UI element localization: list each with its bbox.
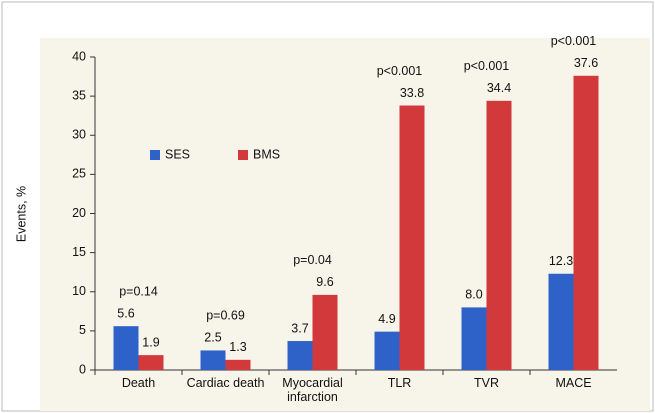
x-tick-label: MACE xyxy=(555,376,592,390)
legend-swatch xyxy=(238,150,248,160)
value-label: 3.7 xyxy=(291,321,308,335)
value-label: 4.9 xyxy=(378,312,395,326)
value-label: 12.3 xyxy=(549,254,573,268)
y-axis-label: Events, % xyxy=(14,186,28,242)
value-label: 33.8 xyxy=(400,86,424,100)
bar xyxy=(486,100,512,370)
value-label: 37.6 xyxy=(574,56,598,70)
y-tick-label: 25 xyxy=(72,167,86,181)
bar xyxy=(461,307,487,370)
p-value: p=0.14 xyxy=(119,284,158,298)
p-value: p<0.001 xyxy=(377,64,423,78)
value-label: 1.9 xyxy=(142,335,159,349)
p-value: p=0.04 xyxy=(293,253,332,267)
x-tick-label: Death xyxy=(121,376,156,390)
plot-background xyxy=(40,38,650,411)
y-tick-label: 20 xyxy=(72,206,86,220)
y-tick-label: 15 xyxy=(72,245,86,259)
bar xyxy=(374,331,400,370)
x-tick-label: TVR xyxy=(474,376,499,390)
x-tick-label: Myocardial infarction xyxy=(282,376,343,404)
y-tick-label: 10 xyxy=(72,284,86,298)
p-value: p=0.69 xyxy=(206,309,245,323)
legend-label: BMS xyxy=(253,147,280,161)
value-label: 9.6 xyxy=(316,275,333,289)
value-label: 8.0 xyxy=(465,288,482,302)
bar xyxy=(287,341,313,370)
bar xyxy=(113,326,139,370)
bar xyxy=(225,359,251,370)
y-tick-label: 30 xyxy=(72,128,86,142)
value-label: 2.5 xyxy=(204,331,221,345)
bar xyxy=(200,350,226,370)
y-tick-label: 35 xyxy=(72,88,86,102)
legend-label: SES xyxy=(165,147,190,161)
p-value: p<0.001 xyxy=(551,34,597,48)
y-tick-label: 5 xyxy=(79,323,86,337)
bar xyxy=(399,105,425,370)
bar xyxy=(312,294,338,370)
bar xyxy=(573,75,599,370)
bar xyxy=(138,355,164,370)
value-label: 5.6 xyxy=(117,306,134,320)
y-tick-label: 40 xyxy=(72,49,86,63)
value-label: 34.4 xyxy=(487,81,511,95)
legend-swatch xyxy=(150,150,160,160)
x-tick-label: Cardiac death xyxy=(186,376,265,390)
value-label: 1.3 xyxy=(229,340,246,354)
y-tick-label: 0 xyxy=(79,362,86,376)
x-tick-label: TLR xyxy=(387,376,412,390)
p-value: p<0.001 xyxy=(464,59,510,73)
bar xyxy=(548,273,574,370)
